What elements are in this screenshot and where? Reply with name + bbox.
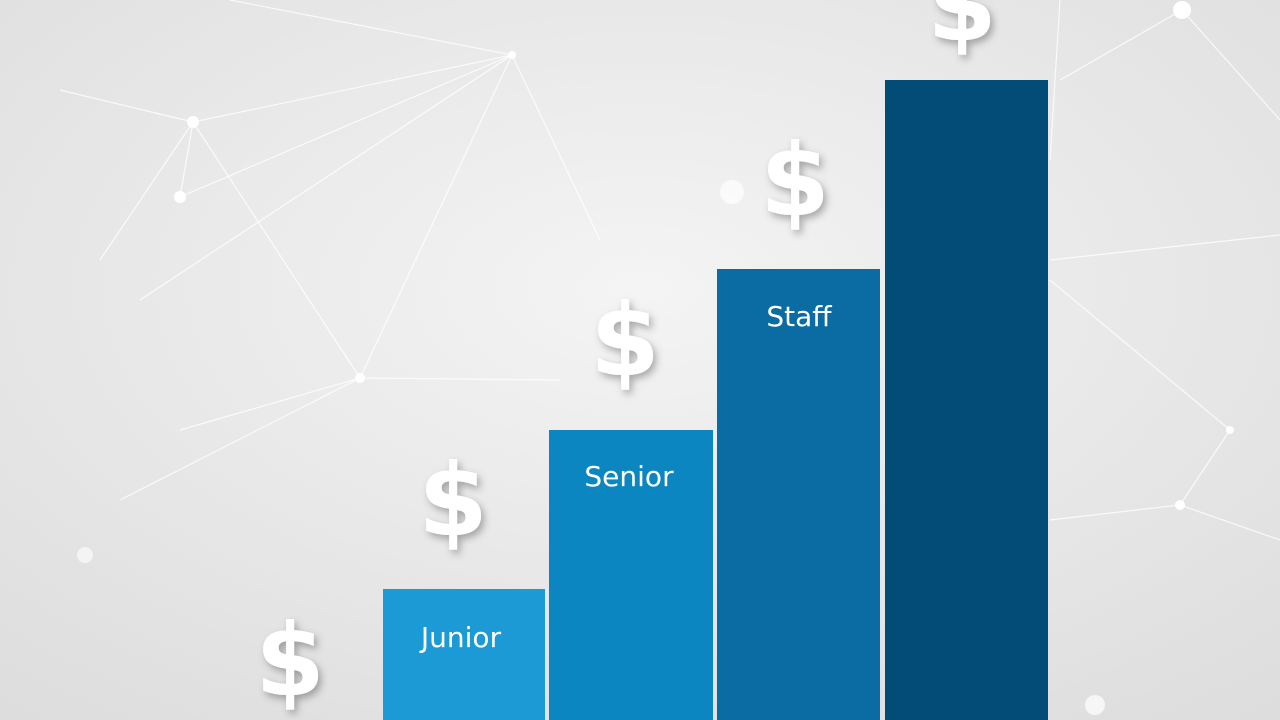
level-label: Junior [419, 621, 502, 654]
level-label: Senior [584, 460, 674, 493]
bar [549, 430, 713, 720]
bar [717, 269, 880, 720]
dollar-icon: $ [590, 282, 660, 399]
level-label: Staff [766, 300, 832, 333]
dollar-icon: $ [255, 602, 325, 719]
bar [885, 80, 1048, 720]
dollar-icon: $ [418, 442, 488, 559]
bar [383, 589, 545, 720]
network-pattern [59, 0, 1280, 715]
dollar-icon: $ [760, 122, 830, 239]
dollar-icon: $ [927, 0, 997, 64]
